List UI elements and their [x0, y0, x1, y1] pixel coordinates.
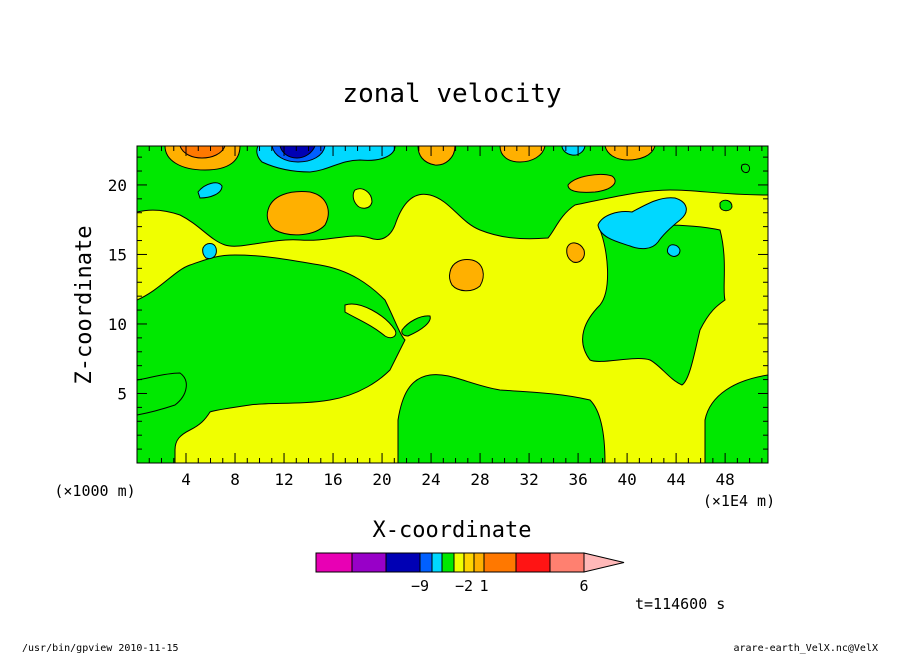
field-region-navy-a	[279, 146, 316, 159]
x-tick-label: 8	[230, 470, 240, 489]
field-region-green-right	[582, 224, 726, 386]
plot-area	[137, 146, 768, 463]
colorbar: −9 −2 1 6	[315, 552, 625, 595]
field-region-orange-c	[266, 191, 329, 236]
field-region-orange-f	[499, 146, 546, 163]
field-region-cyan-e	[666, 244, 681, 257]
x-axis-unit: (×1E4 m)	[703, 492, 775, 510]
x-tick-label: 32	[519, 470, 538, 489]
colorbar-swatch	[483, 552, 517, 573]
colorbar-label: −2	[455, 577, 473, 595]
colorbar-swatch	[315, 552, 353, 573]
field-region-green-left	[137, 254, 406, 463]
colorbar-swatch	[431, 552, 443, 573]
x-tick-label: 48	[715, 470, 734, 489]
y-tick-label: 15	[108, 245, 127, 264]
time-label: t=114600 s	[635, 595, 725, 613]
field-region-yellow-b	[352, 188, 373, 209]
x-tick-label: 24	[421, 470, 440, 489]
field-region-orange-d	[448, 259, 484, 292]
colorbar-swatch	[515, 552, 551, 573]
x-tick-label: 4	[181, 470, 191, 489]
footer-left: /usr/bin/gpview 2010-11-15	[22, 643, 179, 654]
field-region-orange-e	[417, 146, 456, 166]
x-tick-label: 12	[274, 470, 293, 489]
x-tick-label: 44	[666, 470, 685, 489]
y-tick-label: 10	[108, 315, 127, 334]
x-tick-label: 16	[323, 470, 342, 489]
x-axis-label: X-coordinate	[373, 518, 532, 543]
colorbar-swatch	[549, 552, 585, 573]
y-axis-ticks: 5 10 15 20	[108, 156, 768, 450]
field-region-yellow-a	[344, 303, 397, 339]
field-region-cyan-b	[597, 197, 687, 250]
x-axis-ticks: 4 8 12 16 20 24 28 32 36 40 44 48	[148, 146, 763, 489]
x-tick-label: 28	[470, 470, 489, 489]
field-region-green-small-b	[719, 199, 733, 212]
colorbar-arrow	[583, 552, 625, 573]
colorbar-swatch	[441, 552, 455, 573]
field-region-orange-i	[604, 146, 656, 161]
field-region-cyan-f	[561, 146, 586, 156]
colorbar-label: −9	[411, 577, 429, 595]
y-axis-unit: (×1000 m)	[54, 482, 135, 500]
field-region-cyan-d	[202, 243, 217, 259]
y-tick-label: 20	[108, 176, 127, 195]
colorbar-label: 1	[479, 577, 488, 595]
y-axis-label: Z-coordinate	[72, 226, 97, 385]
footer-right: arare-earth_VelX.nc@VelX	[734, 643, 879, 654]
x-tick-label: 40	[617, 470, 636, 489]
field-region-orange-h	[566, 242, 585, 263]
chart-title: zonal velocity	[342, 79, 561, 109]
colorbar-swatch	[419, 552, 433, 573]
x-tick-label: 20	[372, 470, 391, 489]
colorbar-label: 6	[579, 577, 588, 595]
colorbar-swatch	[473, 552, 485, 573]
field-region-green-small-c	[741, 163, 751, 173]
plot-frame	[136, 145, 769, 464]
colorbar-swatch	[463, 552, 475, 573]
field-region-green-small-a	[401, 315, 431, 337]
y-tick-label: 5	[117, 384, 127, 403]
x-tick-label: 36	[568, 470, 587, 489]
field-region-cyan-c	[197, 182, 223, 199]
colorbar-swatch	[453, 552, 465, 573]
colorbar-swatch	[351, 552, 387, 573]
field-region-orange-g	[567, 173, 616, 193]
field-region-green-center	[397, 374, 606, 463]
field-region-green-bottom-left	[137, 372, 187, 416]
colorbar-swatch	[385, 552, 421, 573]
